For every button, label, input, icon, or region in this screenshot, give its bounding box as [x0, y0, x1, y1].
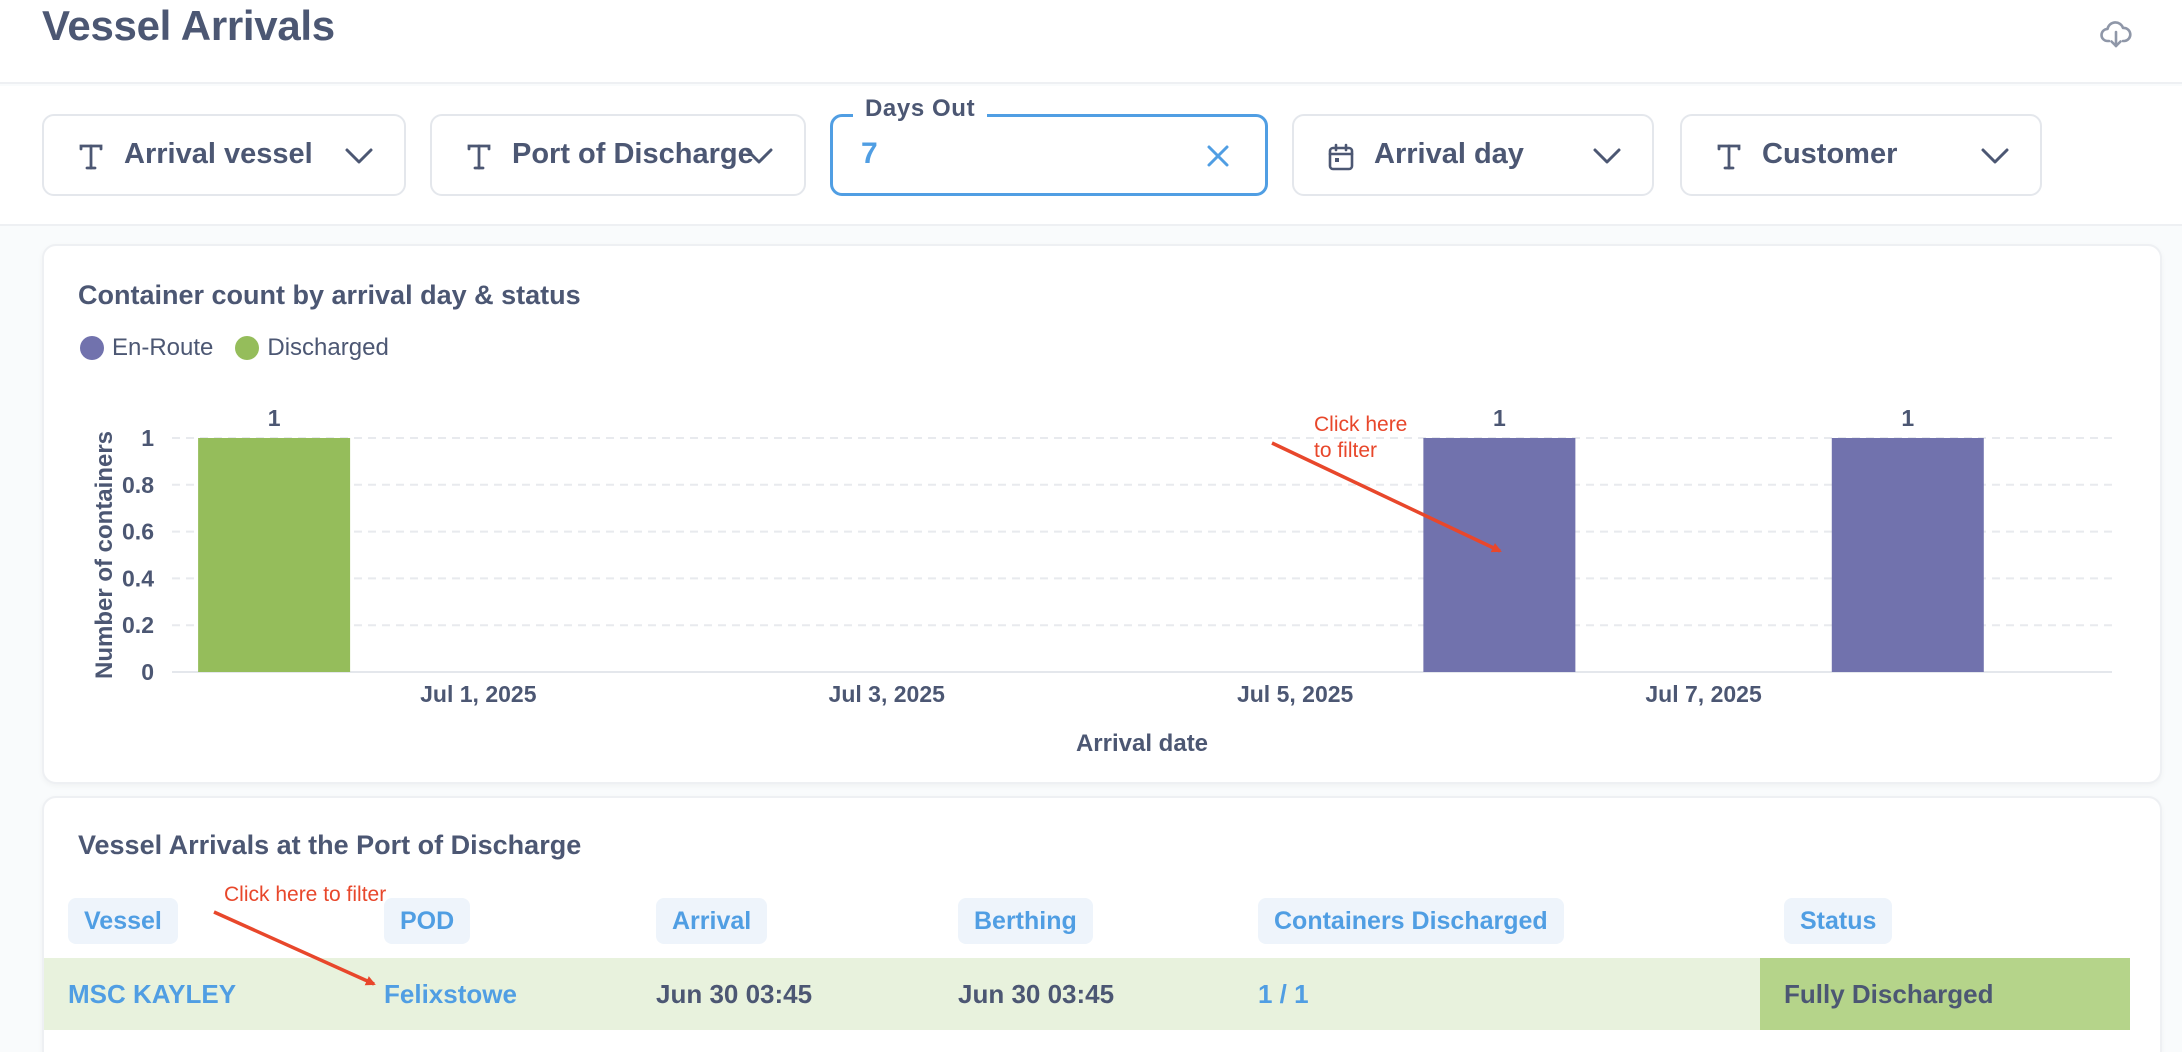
status-cell-fill: [1760, 958, 2130, 1030]
y-tick-label: 0.6: [122, 519, 154, 545]
annotation-line: Click here: [1314, 413, 1408, 436]
cell-containers-discharged[interactable]: 1 / 1: [1258, 979, 1309, 1009]
filter-label: Days Out: [853, 95, 988, 123]
annotation-arrow: [1271, 441, 1502, 553]
chart-card: Container count by arrival day & status …: [42, 244, 2162, 784]
y-axis-title: Number of containers: [91, 431, 118, 679]
x-axis-title: Arrival date: [1076, 730, 1208, 757]
annotation-line: to filter: [1314, 439, 1378, 462]
legend-label: En-Route: [112, 334, 214, 361]
page-title: Vessel Arrivals: [42, 2, 335, 49]
legend-item-discharged[interactable]: Discharged: [235, 334, 389, 362]
download-button[interactable]: [2090, 10, 2142, 60]
column-header-pod[interactable]: POD: [384, 898, 471, 944]
chart-title: Container count by arrival day & status: [78, 280, 581, 310]
filter-port-of-discharge[interactable]: Port of Discharge: [430, 114, 806, 196]
cloud-download-icon: [2100, 21, 2132, 48]
cell-pod[interactable]: Felixstowe: [384, 979, 517, 1009]
filter-arrival-day[interactable]: Arrival day: [1292, 114, 1654, 196]
y-tick-label: 0: [141, 659, 154, 685]
bar[interactable]: [198, 438, 351, 672]
filter-arrival-vessel[interactable]: Arrival vessel: [42, 114, 406, 196]
column-header-vessel[interactable]: Vessel: [68, 898, 178, 944]
chevron-down-icon: [1981, 148, 2009, 164]
column-header-arrival[interactable]: Arrival: [656, 898, 768, 944]
filter-label: Port of Discharge: [512, 138, 754, 170]
y-tick-label: 1: [141, 425, 154, 451]
text-icon: [79, 144, 103, 170]
x-tick-label: Jul 5, 2025: [1237, 681, 1354, 707]
bar-value-label: 1: [1493, 405, 1506, 431]
filter-label: Arrival vessel: [124, 138, 313, 170]
y-tick-label: 0.4: [122, 565, 154, 591]
cell-vessel[interactable]: MSC KAYLEY: [68, 979, 237, 1009]
calendar-icon: [1328, 143, 1354, 171]
filter-customer[interactable]: Customer: [1680, 114, 2042, 196]
days-out-input[interactable]: 7: [861, 137, 878, 170]
x-tick-label: Jul 1, 2025: [420, 681, 537, 707]
x-tick-label: Jul 7, 2025: [1645, 681, 1762, 707]
page-header: Vessel Arrivals: [0, 0, 2182, 84]
bar-value-label: 1: [1901, 405, 1914, 431]
chevron-down-icon: [1593, 148, 1621, 164]
bar[interactable]: [1831, 438, 1984, 672]
close-icon[interactable]: [1205, 143, 1231, 169]
chevron-down-icon: [745, 148, 773, 164]
legend-dot: [235, 336, 260, 360]
filter-label: Customer: [1762, 138, 1898, 170]
cell-berthing: Jun 30 03:45: [958, 979, 1115, 1009]
y-tick-label: 0.8: [122, 472, 154, 498]
legend-item-en-route[interactable]: En-Route: [80, 334, 213, 362]
legend-label: Discharged: [267, 334, 389, 361]
text-icon: [1717, 144, 1741, 170]
filter-days-out[interactable]: Days Out 7: [830, 95, 1268, 196]
legend-dot: [80, 336, 104, 360]
text-icon: [467, 144, 491, 170]
cell-status: Fully Discharged: [1784, 979, 1994, 1009]
chart-legend: En-Route Discharged: [80, 334, 389, 362]
filter-bar: Arrival vessel Port of Discharge Days Ou…: [0, 86, 2182, 226]
column-header-containers-discharged[interactable]: Containers Discharged: [1258, 898, 1564, 944]
bar[interactable]: [1423, 438, 1576, 672]
column-header-status[interactable]: Status: [1784, 898, 1893, 944]
chart-annotation: Click here to filter: [1314, 412, 1407, 464]
bar-value-label: 1: [268, 405, 281, 431]
chevron-down-icon: [345, 148, 373, 164]
column-header-berthing[interactable]: Berthing: [958, 898, 1093, 944]
table-annotation: Click here to filter: [224, 883, 387, 906]
x-tick-label: Jul 3, 2025: [829, 681, 946, 707]
annotation-arrow: [213, 910, 376, 986]
table-title: Vessel Arrivals at the Port of Discharge: [78, 830, 582, 860]
filter-label: Arrival day: [1374, 138, 1524, 170]
y-tick-label: 0.2: [122, 612, 154, 638]
cell-arrival: Jun 30 03:45: [656, 979, 813, 1009]
